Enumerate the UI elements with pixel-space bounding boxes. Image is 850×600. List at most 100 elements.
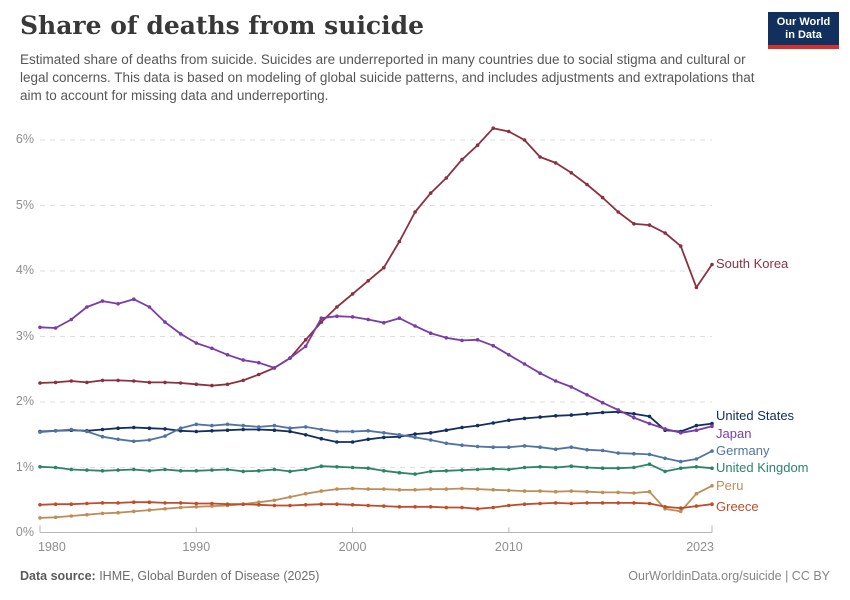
data-point <box>694 457 699 461</box>
data-point <box>178 426 183 431</box>
data-point <box>632 465 636 470</box>
owid-logo[interactable]: Our World in Data <box>768 12 839 49</box>
data-point <box>553 447 558 452</box>
data-point <box>303 344 308 349</box>
data-point <box>428 487 433 491</box>
data-point <box>475 507 480 511</box>
credit-link[interactable]: OurWorldinData.org/suicide | CC BY <box>628 569 830 583</box>
data-point <box>85 305 89 309</box>
data-point <box>397 505 402 509</box>
data-point <box>647 414 652 419</box>
data-point <box>53 429 58 433</box>
data-point <box>194 505 199 509</box>
data-point <box>460 157 464 162</box>
y-axis-label: 5% <box>15 197 34 212</box>
data-point <box>38 503 42 507</box>
data-point <box>663 505 667 509</box>
data-point <box>553 465 558 470</box>
data-point <box>194 429 199 434</box>
data-point <box>710 484 714 488</box>
series-label-united-states[interactable]: United States <box>716 407 795 423</box>
series-path <box>39 410 713 443</box>
series-path <box>39 127 713 387</box>
data-point <box>194 422 199 427</box>
data-point <box>428 331 433 336</box>
data-point <box>694 465 699 469</box>
series-line-south-korea[interactable] <box>38 126 714 388</box>
data-point <box>616 408 620 412</box>
series-label-germany[interactable]: Germany <box>716 443 770 459</box>
data-point <box>335 314 339 319</box>
data-point <box>147 438 152 442</box>
series-line-japan[interactable] <box>38 297 714 435</box>
data-point <box>53 465 58 470</box>
series-label-greece[interactable]: Greece <box>716 499 759 515</box>
data-point <box>585 465 589 470</box>
data-point <box>69 317 74 322</box>
data-point <box>553 379 558 383</box>
data-point <box>319 316 324 321</box>
series-line-germany[interactable] <box>38 422 714 464</box>
data-point <box>647 501 652 506</box>
series-label-japan[interactable]: Japan <box>716 426 752 442</box>
data-point <box>100 469 105 473</box>
series-label-south-korea[interactable]: South Korea <box>716 256 789 272</box>
data-point <box>210 501 214 506</box>
data-point <box>522 489 527 493</box>
data-point <box>100 427 105 432</box>
data-point <box>663 456 667 461</box>
data-point <box>569 489 574 493</box>
data-point <box>569 385 574 389</box>
data-point <box>460 505 464 510</box>
data-point <box>585 489 589 494</box>
data-point <box>647 452 652 457</box>
data-point <box>132 509 136 514</box>
data-point <box>475 467 480 472</box>
data-point <box>600 466 605 471</box>
data-point <box>491 467 496 471</box>
series-label-peru[interactable]: Peru <box>716 477 744 493</box>
data-point <box>538 489 542 493</box>
data-point <box>382 431 386 435</box>
data-point <box>100 299 105 303</box>
data-point <box>147 426 152 431</box>
data-point <box>569 501 574 506</box>
data-point <box>413 210 417 214</box>
data-point <box>303 491 308 496</box>
data-point <box>710 449 714 453</box>
data-point <box>319 502 324 507</box>
data-point <box>85 501 89 506</box>
series-path <box>39 423 713 463</box>
owid-logo-line1: Our World <box>776 16 831 28</box>
data-point <box>491 488 496 492</box>
data-point <box>413 488 417 492</box>
page-subtitle: Estimated share of deaths from suicide. … <box>20 52 755 104</box>
data-point <box>288 469 292 474</box>
y-axis-label: 3% <box>15 328 34 343</box>
data-point <box>241 358 245 362</box>
data-point <box>507 445 511 450</box>
series-path <box>39 463 713 476</box>
series-label-united-kingdom[interactable]: United Kingdom <box>716 460 809 476</box>
data-point <box>147 305 152 309</box>
series-line-united-states[interactable] <box>38 410 714 444</box>
data-point <box>303 338 308 342</box>
data-point <box>600 400 605 405</box>
series-line-greece[interactable] <box>38 500 714 511</box>
data-point <box>225 467 230 472</box>
data-point <box>397 470 402 475</box>
data-point <box>600 501 605 505</box>
data-point <box>507 467 511 472</box>
data-point <box>366 487 371 491</box>
data-point <box>585 448 589 452</box>
series-line-united-kingdom[interactable] <box>38 462 714 476</box>
data-point <box>647 223 652 227</box>
data-point <box>647 421 652 426</box>
data-source-text: IHME, Global Burden of Disease (2025) <box>95 569 320 583</box>
series-line-peru[interactable] <box>38 484 714 520</box>
data-point <box>366 317 371 322</box>
data-point <box>147 380 152 385</box>
data-point <box>272 467 277 472</box>
